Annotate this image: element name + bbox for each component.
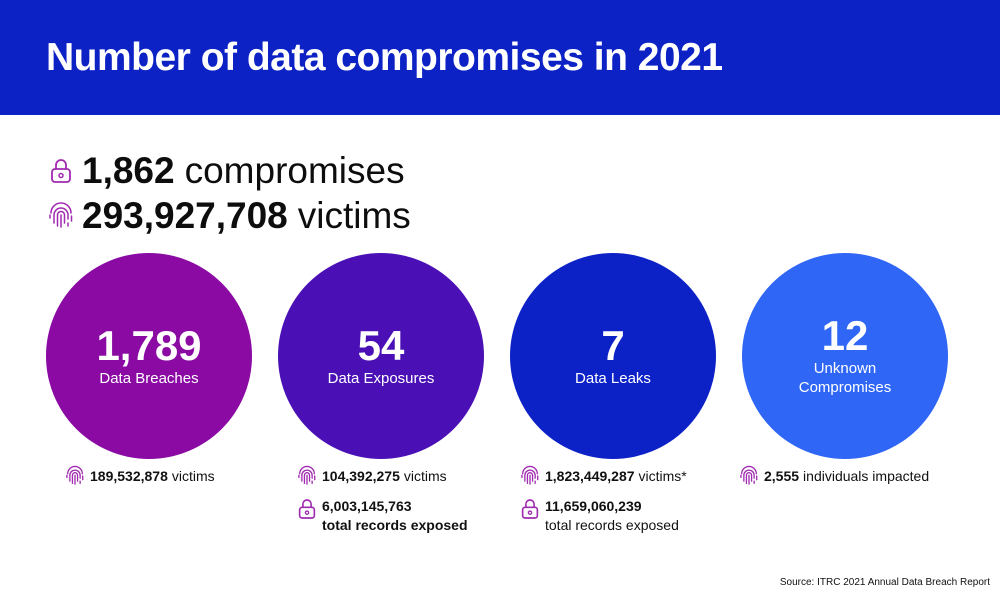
summary-victims-value: 293,927,708: [82, 195, 288, 236]
unknown-compromises-count: 12: [821, 312, 869, 360]
data-exposures-records: 6,003,145,763 total records exposed: [296, 497, 468, 535]
data-breaches-label: Data Breaches: [99, 369, 199, 387]
data-leaks-count: 7: [601, 321, 625, 369]
data-leaks-victims-text: victims*: [638, 468, 687, 484]
data-exposures-victims-text: victims: [403, 468, 447, 484]
summary-victims-text: victims: [297, 195, 411, 236]
unknown-compromises-impacted-value: 2,555: [764, 468, 800, 484]
lock-icon: [46, 154, 76, 188]
data-exposures-victims: 104,392,275 victims: [296, 464, 447, 488]
summary-victims: 293,927,708 victims: [46, 195, 411, 237]
data-exposures-count: 54: [357, 321, 405, 369]
data-exposures-records-text: total records exposed: [322, 516, 468, 533]
data-exposures-label: Data Exposures: [327, 369, 435, 387]
unknown-compromises-label-line2: Compromises: [798, 379, 892, 397]
circle-data-breaches: 1,789 Data Breaches: [46, 253, 252, 459]
unknown-compromises-label-line1: Unknown: [813, 360, 877, 378]
data-leaks-records: 11,659,060,239 total records exposed: [519, 497, 679, 535]
page-title: Number of data compromises in 2021: [46, 36, 723, 79]
header-banner: Number of data compromises in 2021: [0, 0, 1000, 115]
data-leaks-label: Data Leaks: [575, 369, 651, 387]
unknown-compromises-impacted-text: individuals impacted: [803, 468, 930, 484]
fingerprint-icon: [46, 199, 76, 233]
data-exposures-records-value: 6,003,145,763: [322, 498, 412, 514]
data-breaches-victims-text: victims: [171, 468, 215, 484]
summary-compromises-value: 1,862: [82, 150, 175, 191]
data-leaks-victims: 1,823,449,287 victims*: [519, 464, 687, 488]
fingerprint-icon: [296, 464, 318, 488]
source-note: Source: ITRC 2021 Annual Data Breach Rep…: [779, 577, 990, 588]
circle-unknown-compromises: 12 Unknown Compromises: [742, 253, 948, 459]
fingerprint-icon: [738, 464, 760, 488]
fingerprint-icon: [64, 464, 86, 488]
data-leaks-victims-value: 1,823,449,287: [545, 468, 635, 484]
data-exposures-victims-value: 104,392,275: [322, 468, 400, 484]
summary-compromises: 1,862 compromises: [46, 150, 405, 192]
data-breaches-count: 1,789: [96, 321, 202, 369]
data-breaches-victims-value: 189,532,878: [90, 468, 168, 484]
fingerprint-icon: [519, 464, 541, 488]
summary-compromises-text: compromises: [184, 150, 405, 191]
data-leaks-records-value: 11,659,060,239: [545, 498, 642, 514]
data-leaks-records-text: total records exposed: [545, 516, 679, 533]
unknown-compromises-impacted: 2,555 individuals impacted: [738, 464, 929, 488]
lock-icon: [519, 497, 541, 521]
circle-data-exposures: 54 Data Exposures: [278, 253, 484, 459]
unknown-compromises-label: Unknown Compromises: [799, 360, 892, 398]
data-breaches-victims: 189,532,878 victims: [64, 464, 215, 488]
circle-data-leaks: 7 Data Leaks: [510, 253, 716, 459]
lock-icon: [296, 497, 318, 521]
